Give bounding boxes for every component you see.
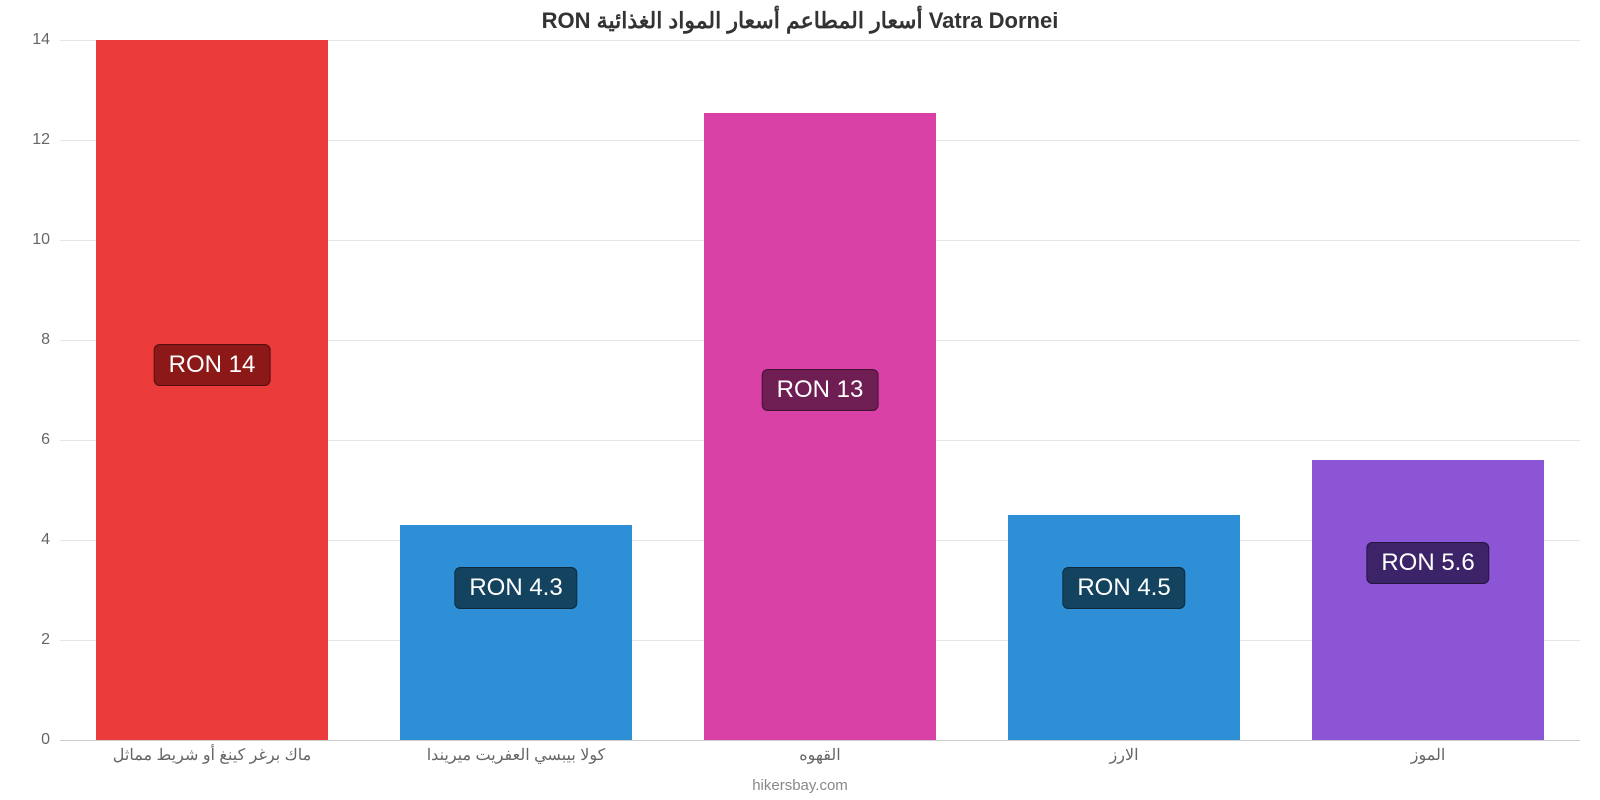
xtick-label: الموز — [1411, 745, 1446, 765]
ytick-label: 6 — [10, 431, 50, 449]
ytick-label: 4 — [10, 531, 50, 549]
bar — [400, 525, 631, 740]
value-badge: RON 14 — [154, 344, 271, 386]
ytick-label: 14 — [10, 31, 50, 49]
ytick-label: 8 — [10, 331, 50, 349]
credit-text: hikersbay.com — [0, 777, 1600, 794]
xtick-label: كولا بيبسي العفريت ميريندا — [427, 745, 606, 765]
value-badge: RON 13 — [762, 369, 879, 411]
xtick-label: الارز — [1109, 745, 1138, 765]
xtick-label: ماك برغر كينغ أو شريط مماثل — [113, 745, 311, 765]
axis-baseline — [60, 740, 1580, 741]
plot-area: RON 14 RON 4.3 RON 13 RON 4.5 RON 5.6 — [60, 40, 1580, 740]
value-badge: RON 4.5 — [1062, 567, 1185, 609]
ytick-label: 2 — [10, 631, 50, 649]
ytick-label: 0 — [10, 731, 50, 749]
ytick-label: 12 — [10, 131, 50, 149]
bar — [704, 113, 935, 741]
value-badge: RON 5.6 — [1366, 542, 1489, 584]
bar — [1008, 515, 1239, 740]
chart-title: RON أسعار المطاعم أسعار المواد الغذائية … — [0, 8, 1600, 34]
bar — [1312, 460, 1543, 740]
bar — [96, 40, 327, 740]
ytick-label: 10 — [10, 231, 50, 249]
value-badge: RON 4.3 — [454, 567, 577, 609]
xtick-label: القهوه — [799, 745, 840, 765]
